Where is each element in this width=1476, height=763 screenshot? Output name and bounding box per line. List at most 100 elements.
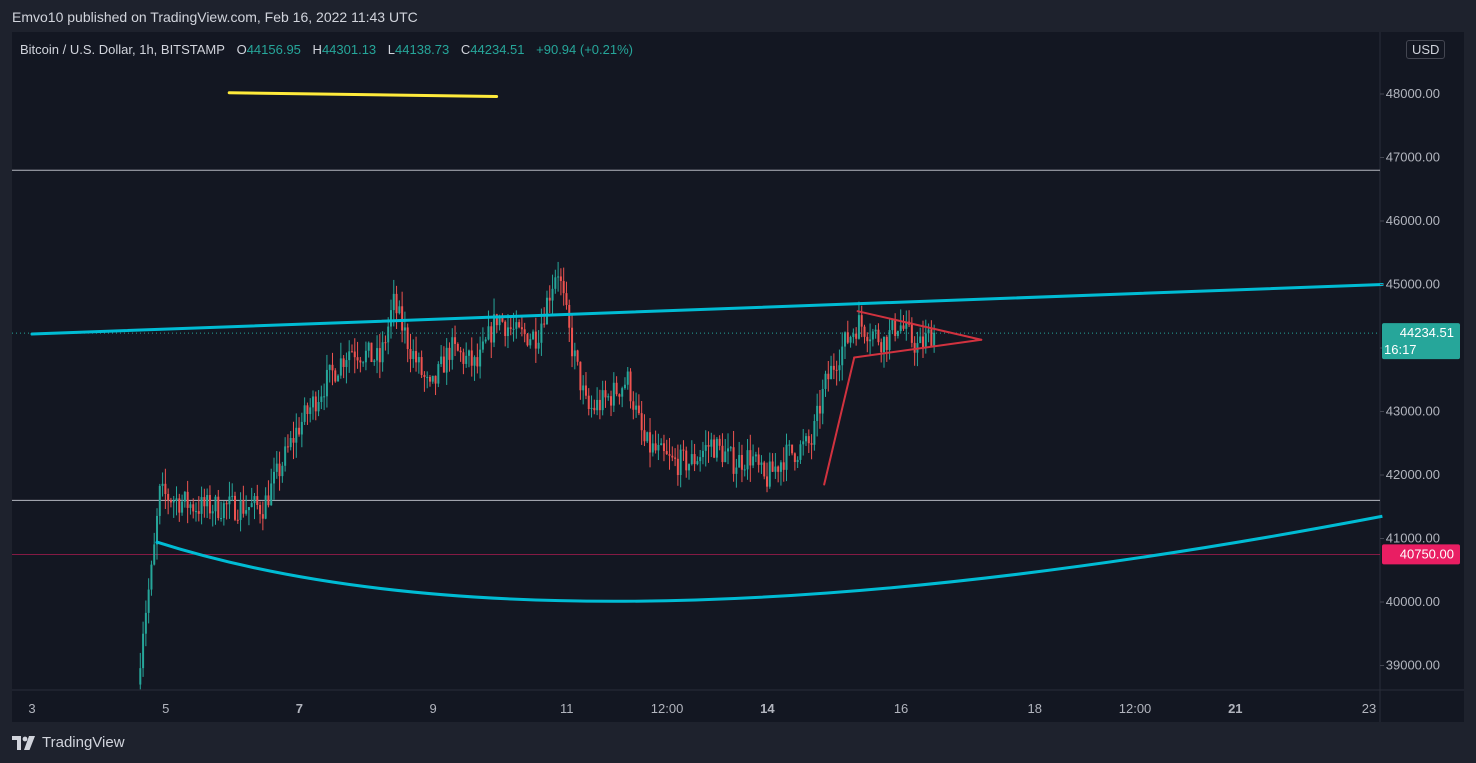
candle-body [153, 544, 156, 565]
y-tick-label: 39000.00 [1386, 658, 1440, 673]
candle-body [325, 369, 328, 397]
candle-body [454, 337, 457, 344]
candle-body [559, 276, 562, 282]
y-tick-label: 47000.00 [1386, 150, 1440, 165]
candle-body [509, 327, 512, 329]
x-tick-label: 11 [560, 701, 574, 716]
candle-body [777, 466, 780, 472]
candle-body [813, 420, 816, 445]
candle-body [927, 329, 930, 334]
candle-body [451, 337, 454, 360]
y-tick-label: 43000.00 [1386, 404, 1440, 419]
candle-body [743, 469, 746, 471]
candle-body [183, 491, 186, 502]
candle-body [442, 356, 445, 373]
candle-body [654, 443, 657, 451]
candle-body [300, 421, 303, 435]
candle-body [713, 439, 716, 458]
candle-body [880, 342, 883, 353]
candle-body [626, 371, 629, 385]
currency-badge[interactable]: USD [1406, 40, 1446, 59]
price-chart[interactable]: 39000.00 40000.00 41000.00 42000.00 43000.00… [12, 32, 1464, 722]
candle-body [236, 519, 239, 521]
candle-body [389, 310, 392, 327]
candle-body [576, 350, 579, 362]
candle-body [888, 330, 891, 350]
candle-body [387, 326, 390, 343]
candle-body [554, 277, 557, 289]
candle-body [674, 457, 677, 459]
candle-body [523, 329, 526, 335]
candle-body [356, 357, 359, 361]
candle-body [220, 518, 223, 520]
candle-body [370, 342, 373, 362]
candle-body [167, 493, 170, 501]
candle-body [749, 450, 752, 466]
candle-body [242, 500, 245, 514]
candle-body [234, 495, 237, 520]
footer-brand[interactable]: TradingView [42, 734, 125, 751]
candle-body [545, 297, 548, 325]
candle-body [830, 365, 833, 380]
candle-body [662, 443, 665, 452]
candle-body [225, 503, 228, 505]
x-tick-label: 9 [429, 701, 436, 716]
chart-area[interactable]: 39000.00 40000.00 41000.00 42000.00 43000.00… [12, 32, 1464, 722]
candle-body [540, 323, 543, 343]
candle-body [208, 495, 211, 514]
candle-body [247, 507, 250, 511]
candle-body [933, 332, 936, 347]
candle-body [331, 364, 334, 371]
candle-body [537, 342, 540, 349]
x-tick-label: 16 [894, 701, 908, 716]
candle-body [417, 357, 420, 363]
candle-body [835, 369, 838, 371]
candle-body [164, 483, 167, 494]
open-label: O [236, 42, 247, 57]
candle-body [222, 503, 225, 519]
candle-body [504, 321, 507, 337]
candle-body [877, 329, 880, 343]
candle-body [816, 405, 819, 421]
candle-body [495, 314, 498, 326]
candle-body [598, 399, 601, 411]
candle-body [799, 444, 802, 460]
candle-body [448, 347, 451, 360]
candle-body [671, 455, 674, 458]
candle-body [715, 438, 718, 458]
candle-body [161, 483, 164, 486]
candle-body [156, 515, 159, 545]
candle-body [863, 326, 866, 337]
candle-body [643, 430, 646, 442]
arc-curve [155, 514, 1383, 603]
candle-body [395, 293, 398, 314]
candle-body [217, 496, 220, 519]
candle-body [582, 385, 585, 391]
candle-body [203, 497, 206, 507]
candle-body [437, 364, 440, 384]
candle-body [409, 348, 412, 360]
candle-body [403, 327, 406, 331]
candle-body [534, 331, 537, 349]
candle-body [562, 281, 565, 294]
candle-body [467, 350, 470, 356]
candle-body [612, 382, 615, 406]
candle-body [573, 350, 576, 357]
candle-body [440, 356, 443, 365]
candle-body [785, 444, 788, 470]
candle-body [147, 589, 150, 613]
candle-body [735, 467, 738, 474]
candle-body [548, 297, 551, 301]
candle-body [883, 336, 886, 353]
candle-body [729, 447, 732, 449]
candle-body [788, 444, 791, 446]
candle-body [348, 351, 351, 361]
candle-body [924, 333, 927, 347]
candle-body [584, 385, 587, 396]
candle-body [832, 365, 835, 370]
candle-body [738, 454, 741, 468]
axes: 39000.00 40000.00 41000.00 42000.00 43000.00… [28, 86, 1460, 716]
candle-body [415, 351, 418, 363]
candle-body [746, 450, 749, 470]
x-tick-label: 5 [162, 701, 169, 716]
